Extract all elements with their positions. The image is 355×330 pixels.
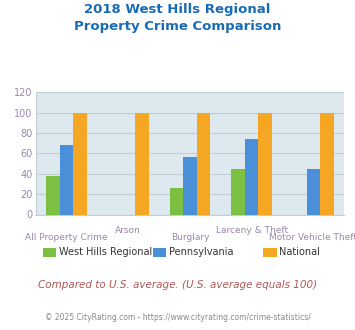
Bar bbox=[46, 176, 60, 214]
Text: Motor Vehicle Theft: Motor Vehicle Theft bbox=[269, 233, 355, 242]
Bar bbox=[258, 113, 272, 214]
Bar bbox=[183, 156, 197, 214]
Bar bbox=[60, 145, 73, 214]
Bar bbox=[73, 113, 87, 214]
Text: Larceny & Theft: Larceny & Theft bbox=[215, 226, 288, 235]
Text: West Hills Regional: West Hills Regional bbox=[59, 248, 153, 257]
Text: Arson: Arson bbox=[115, 226, 141, 235]
Text: Pennsylvania: Pennsylvania bbox=[169, 248, 234, 257]
Text: © 2025 CityRating.com - https://www.cityrating.com/crime-statistics/: © 2025 CityRating.com - https://www.city… bbox=[45, 313, 310, 322]
Bar bbox=[231, 169, 245, 214]
Bar bbox=[135, 113, 148, 214]
Text: Compared to U.S. average. (U.S. average equals 100): Compared to U.S. average. (U.S. average … bbox=[38, 280, 317, 290]
Bar bbox=[170, 188, 183, 215]
Text: Burglary: Burglary bbox=[171, 233, 209, 242]
Text: All Property Crime: All Property Crime bbox=[25, 233, 108, 242]
Bar bbox=[197, 113, 210, 214]
Bar bbox=[320, 113, 334, 214]
Text: National: National bbox=[279, 248, 320, 257]
Text: 2018 West Hills Regional
Property Crime Comparison: 2018 West Hills Regional Property Crime … bbox=[74, 3, 281, 33]
Bar bbox=[307, 169, 320, 214]
Bar bbox=[245, 139, 258, 214]
